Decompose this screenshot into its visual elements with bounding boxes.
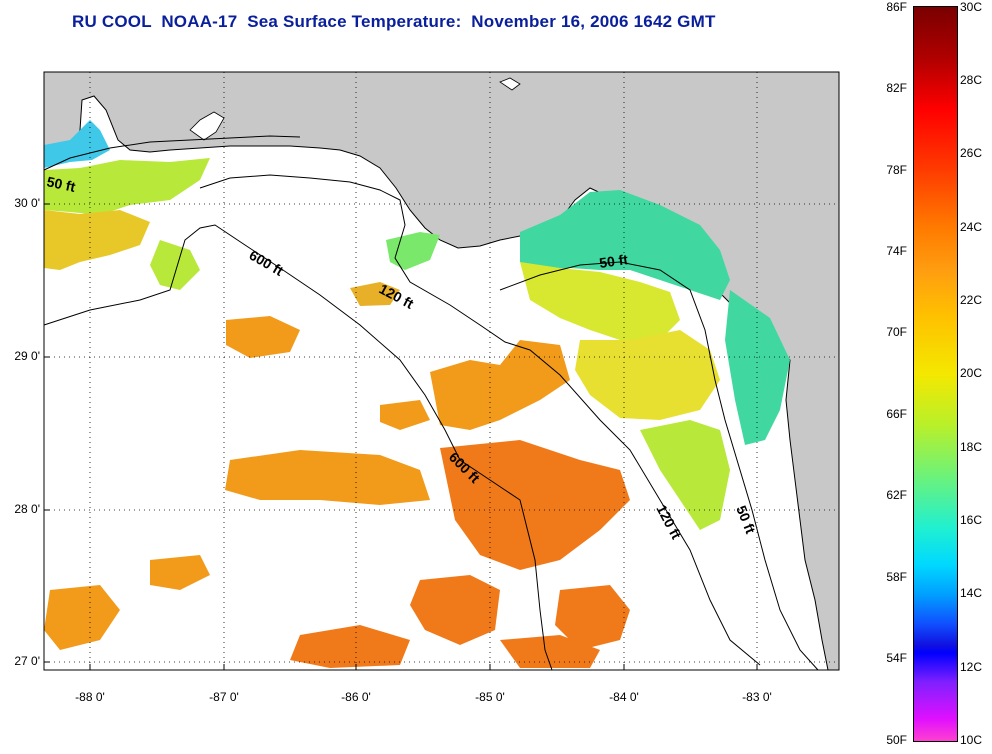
temperature-colorbar	[913, 6, 958, 742]
colorbar-c-24: 24C	[960, 220, 983, 234]
colorbar-c-22: 22C	[960, 293, 983, 307]
colorbar-c-30: 30C	[960, 0, 983, 14]
axis-ticks	[44, 203, 758, 670]
lon-label-86: -86 0'	[341, 690, 371, 704]
lat-label-28: 28 0'	[14, 502, 40, 516]
sst-patches	[44, 120, 790, 668]
colorbar-c-12: 12C	[960, 660, 983, 674]
lon-label-84: -84 0'	[609, 690, 639, 704]
colorbar-f-50: 50F	[886, 733, 907, 747]
lat-label-29: 29 0'	[14, 349, 40, 363]
lon-label-87: -87 0'	[209, 690, 239, 704]
lon-label-83: -83 0'	[742, 690, 772, 704]
colorbar-f-54: 54F	[886, 651, 907, 665]
lake-outline	[499, 77, 521, 91]
contour-120ft	[199, 174, 761, 666]
lat-label-30: 30 0'	[14, 196, 40, 210]
lon-label-85: -85 0'	[475, 690, 505, 704]
colorbar-c-16: 16C	[960, 513, 983, 527]
colorbar-f-74: 74F	[886, 244, 907, 258]
colorbar-c-18: 18C	[960, 440, 983, 454]
map-axes-box	[43, 71, 840, 671]
colorbar-f-62: 62F	[886, 488, 907, 502]
colorbar-f-58: 58F	[886, 570, 907, 584]
colorbar-c-10: 10C	[960, 733, 983, 747]
colorbar-c-26: 26C	[960, 146, 983, 160]
lat-label-27: 27 0'	[14, 654, 40, 668]
bathymetry-contours	[43, 135, 819, 671]
lon-label-88: -88 0'	[75, 690, 105, 704]
colorbar-c-20: 20C	[960, 366, 983, 380]
colorbar-f-86: 86F	[886, 0, 907, 14]
colorbar-c-14: 14C	[960, 586, 983, 600]
contour-600ft	[43, 224, 553, 671]
colorbar-f-66: 66F	[886, 407, 907, 421]
contour-50ft-east	[499, 261, 819, 671]
contour-label-50ft-west: 50 ft	[45, 173, 77, 195]
contour-50ft-west	[43, 135, 301, 171]
colorbar-c-28: 28C	[960, 73, 983, 87]
colorbar-f-82: 82F	[886, 81, 907, 95]
colorbar-f-70: 70F	[886, 325, 907, 339]
map-title: RU COOL NOAA-17 Sea Surface Temperature:…	[72, 12, 716, 31]
contour-label-50ft-north: 50 ft	[598, 251, 629, 271]
colorbar-f-78: 78F	[886, 163, 907, 177]
